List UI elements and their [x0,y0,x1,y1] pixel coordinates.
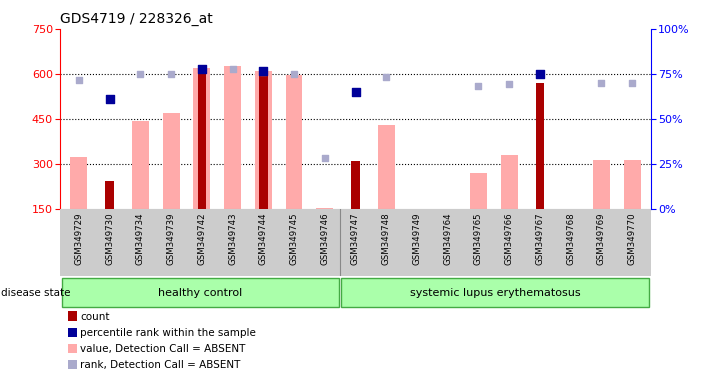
Bar [193,68,210,209]
Bar [501,155,518,209]
Text: GSM349744: GSM349744 [259,213,268,265]
Text: GSM349766: GSM349766 [505,213,513,265]
Bar [62,278,338,308]
Point [534,71,545,77]
Bar [351,161,360,209]
Text: percentile rank within the sample: percentile rank within the sample [80,328,256,338]
Point [503,81,515,88]
Text: GSM349767: GSM349767 [535,213,545,265]
Point [626,80,638,86]
Point [473,83,484,89]
Text: GSM349742: GSM349742 [198,213,206,265]
Text: GSM349729: GSM349729 [75,213,83,265]
Point [380,74,392,80]
Point [257,70,269,76]
Text: GSM349746: GSM349746 [320,213,329,265]
Text: GSM349734: GSM349734 [136,213,145,265]
Bar [198,65,206,209]
Bar [163,113,180,209]
Point [73,77,85,83]
Bar [593,160,610,209]
Bar [255,71,272,209]
Bar [624,160,641,209]
Text: GSM349770: GSM349770 [628,213,636,265]
Text: GSM349769: GSM349769 [597,213,606,265]
Text: disease state: disease state [1,288,71,298]
Point [196,66,208,73]
Text: GSM349749: GSM349749 [412,213,422,265]
Bar [259,68,267,209]
Point [596,80,607,86]
Bar [470,173,487,209]
Point [257,68,269,74]
Text: GSM349748: GSM349748 [382,213,391,265]
Bar [70,157,87,209]
Point [227,66,238,73]
Bar [378,125,395,209]
Text: count: count [80,312,109,322]
Point [166,71,177,77]
Text: GSM349745: GSM349745 [289,213,299,265]
Bar [224,66,241,209]
Point [196,66,208,73]
Text: GSM349739: GSM349739 [166,213,176,265]
Bar [105,181,114,209]
Point [104,96,115,103]
Bar [341,278,649,308]
Point [350,89,361,95]
Text: rank, Detection Call = ABSENT: rank, Detection Call = ABSENT [80,360,241,370]
Bar [535,83,544,209]
Bar [286,75,302,209]
Text: GSM349730: GSM349730 [105,213,114,265]
Text: GSM349764: GSM349764 [443,213,452,265]
Text: GSM349747: GSM349747 [351,213,360,265]
Bar [316,208,333,209]
Point [319,155,331,161]
Text: healthy control: healthy control [158,288,242,298]
Point [134,71,146,77]
Point [289,71,300,77]
Text: GSM349768: GSM349768 [566,213,575,265]
Text: GSM349743: GSM349743 [228,213,237,265]
Text: value, Detection Call = ABSENT: value, Detection Call = ABSENT [80,344,246,354]
Text: GDS4719 / 228326_at: GDS4719 / 228326_at [60,12,213,26]
Text: systemic lupus erythematosus: systemic lupus erythematosus [410,288,581,298]
Bar [132,121,149,209]
Text: GSM349765: GSM349765 [474,213,483,265]
